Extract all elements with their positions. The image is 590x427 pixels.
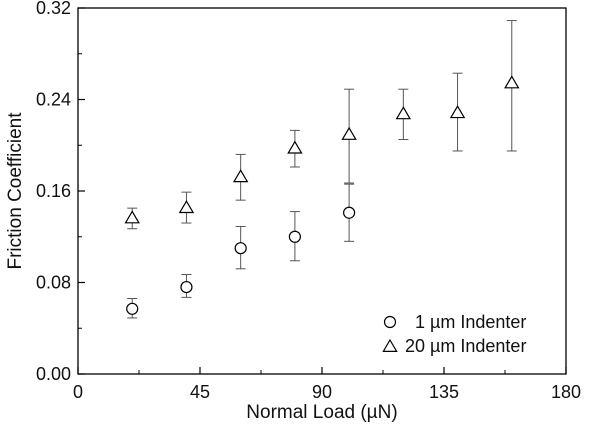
circle-marker (180, 280, 193, 294)
y-tick-label: 0.08 (36, 273, 71, 293)
legend: 1 µm Indenter 20 µm Indenter (382, 312, 526, 356)
y-tick-label: 0.24 (36, 90, 71, 110)
axis-ticks (77, 7, 567, 375)
data-markers (124, 75, 520, 315)
triangle-marker (287, 140, 303, 154)
x-tick-label: 45 (190, 382, 210, 402)
error-bars (127, 20, 517, 319)
x-tick-label: 180 (551, 382, 581, 402)
triangle-marker (178, 199, 195, 214)
y-tick-label: 0.16 (36, 181, 71, 201)
x-tick-label: 0 (73, 382, 83, 402)
legend-triangle-marker (382, 338, 398, 352)
x-tick-label: 90 (312, 382, 332, 402)
triangle-marker (232, 169, 249, 183)
circle-marker (126, 302, 139, 315)
circle-marker (343, 206, 356, 219)
x-tick-label: 135 (429, 382, 459, 402)
y-tick-label: 0.00 (36, 364, 71, 384)
triangle-marker (504, 75, 520, 89)
legend-label: 1 µm Indenter (415, 312, 526, 332)
axis-tick-labels: 0 45 90 135 180 0.00 0.08 0.16 0.24 0.32 (36, 0, 581, 402)
circle-marker (288, 230, 301, 243)
x-axis-title: Normal Load (µN) (246, 402, 397, 423)
circle-marker (234, 242, 247, 255)
legend-label: 20 µm Indenter (405, 336, 526, 356)
triangle-marker (124, 210, 140, 224)
triangle-marker (341, 126, 357, 140)
triangle-marker (395, 106, 412, 120)
y-tick-label: 0.32 (36, 0, 71, 18)
triangle-marker (449, 105, 466, 119)
y-axis-title: Friction Coefficient (5, 112, 26, 270)
legend-circle-marker (383, 315, 397, 329)
